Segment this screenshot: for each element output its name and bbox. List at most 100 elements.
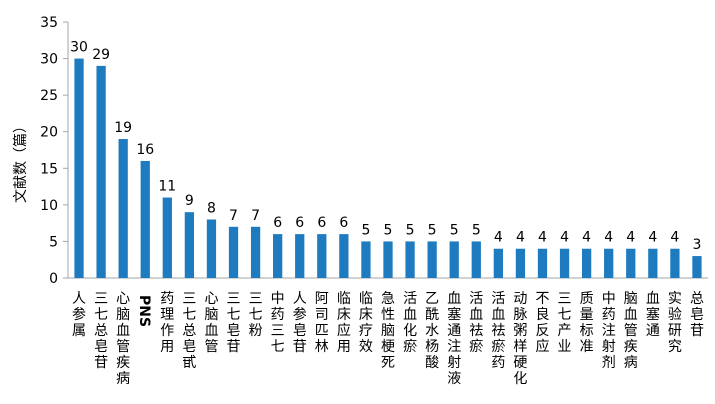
- data-label: 5: [450, 222, 459, 238]
- data-label: 30: [70, 40, 88, 56]
- category-label: 血塞通注射液: [447, 291, 461, 387]
- category-label: 脑血管疾病: [624, 291, 638, 371]
- bar: [604, 248, 614, 278]
- bar: [692, 256, 702, 278]
- bar: [96, 65, 106, 278]
- category-label: 实验研究: [668, 291, 682, 355]
- data-label: 5: [406, 222, 415, 238]
- y-tick-labels: 0 5 10 15 20 25 30 35: [40, 15, 58, 287]
- category-label: 三七总皂苷: [94, 291, 108, 371]
- data-label: 9: [185, 193, 194, 209]
- category-label: 三七总皂甙: [182, 291, 196, 371]
- category-label: 三七产业: [558, 291, 572, 355]
- bar: [273, 234, 283, 278]
- data-label: 4: [604, 230, 613, 246]
- y-tick-label: 20: [40, 125, 58, 141]
- category-label: 临床应用: [337, 291, 351, 355]
- data-label: 6: [317, 215, 326, 231]
- category-label: 活血化瘀: [403, 291, 417, 355]
- category-label: 阿司匹林: [315, 291, 329, 355]
- bar: [581, 248, 592, 278]
- data-label: 7: [229, 208, 238, 224]
- data-label: 16: [136, 142, 154, 158]
- data-label: 29: [92, 47, 110, 63]
- y-tick-label: 5: [49, 234, 58, 250]
- data-label: 6: [295, 215, 304, 231]
- data-label: 5: [428, 222, 437, 238]
- bar: [383, 241, 393, 278]
- data-label: 4: [538, 230, 547, 246]
- bar: [405, 241, 415, 278]
- bar: [559, 248, 570, 278]
- bar: [648, 248, 658, 278]
- bar: [493, 248, 503, 278]
- bar: [228, 226, 239, 278]
- data-label: 5: [361, 222, 370, 238]
- category-label: 血塞通: [646, 291, 660, 339]
- data-label: 5: [472, 222, 481, 238]
- category-label: 活血祛瘀: [469, 291, 483, 355]
- y-tick-label: 10: [40, 198, 58, 214]
- data-label: 7: [251, 208, 260, 224]
- category-label: 活血祛瘀药: [491, 291, 505, 371]
- data-label: 6: [339, 215, 348, 231]
- y-tick-label: 30: [40, 52, 58, 68]
- y-tick-label: 25: [40, 88, 58, 104]
- category-label: 三七皂苷: [227, 291, 241, 355]
- category-label: 人参皂苷: [293, 291, 307, 355]
- bar: [449, 241, 459, 278]
- data-label: 5: [384, 222, 393, 238]
- y-tick-label: 35: [40, 15, 58, 31]
- category-label: 总皂苷: [690, 291, 704, 339]
- category-label: 质量标准: [580, 291, 594, 355]
- category-label: 急性脑梗死: [381, 291, 395, 371]
- category-label: 临床疗效: [359, 291, 373, 355]
- data-label: 4: [560, 230, 569, 246]
- bar: [361, 241, 371, 278]
- bar: [339, 234, 349, 278]
- category-label: 三七粉: [249, 291, 263, 339]
- category-label: 中药注射剂: [602, 291, 616, 371]
- data-label: 6: [273, 215, 282, 231]
- bar: [515, 248, 526, 278]
- category-label: 不良反应: [535, 291, 549, 355]
- bar: [118, 139, 128, 278]
- bar: [670, 248, 680, 278]
- bars: [74, 58, 702, 279]
- data-label: 4: [670, 230, 679, 246]
- data-label: 4: [516, 230, 525, 246]
- category-label: PNS: [136, 295, 152, 327]
- bar: [140, 160, 150, 278]
- y-tick-label: 15: [40, 161, 58, 177]
- data-label: 4: [626, 230, 635, 246]
- bar: [317, 234, 327, 278]
- data-label: 4: [648, 230, 657, 246]
- data-label: 8: [207, 200, 216, 216]
- data-label: 3: [693, 237, 702, 253]
- bar: [250, 226, 261, 278]
- data-label: 4: [582, 230, 591, 246]
- bar: [184, 212, 195, 278]
- bar: [74, 58, 84, 279]
- bar: [295, 234, 305, 278]
- bar: [537, 248, 548, 278]
- bar: [162, 197, 172, 278]
- category-label: 动脉粥样硬化: [513, 291, 527, 387]
- category-label: 心脑血管: [204, 291, 218, 355]
- bar: [427, 241, 437, 278]
- category-label: 乙酰水杨酸: [425, 291, 439, 371]
- data-label: 19: [114, 120, 132, 136]
- data-label: 4: [494, 230, 503, 246]
- category-label: 心脑血管疾病: [116, 291, 130, 387]
- bar: [471, 241, 481, 278]
- y-tick-label: 0: [49, 271, 58, 287]
- data-label: 11: [158, 179, 176, 195]
- bar: [206, 219, 217, 278]
- category-label: 药理作用: [160, 291, 174, 355]
- category-label: 中药三七: [271, 291, 285, 355]
- category-label: 人参属: [72, 291, 86, 339]
